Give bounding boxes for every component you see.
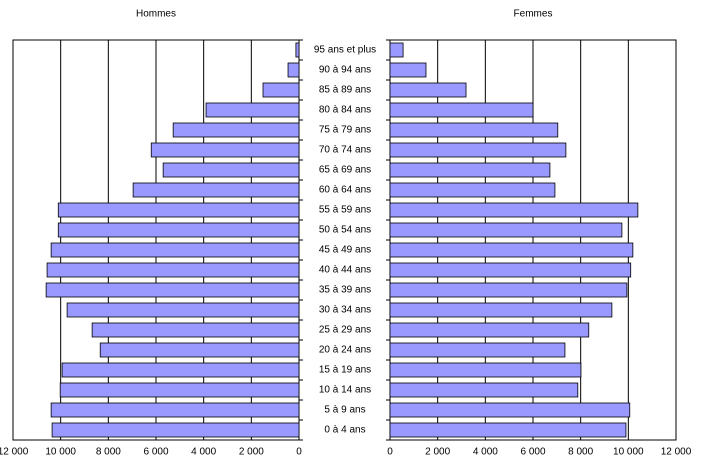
bar — [287, 62, 300, 78]
bar — [91, 322, 300, 338]
bar — [389, 322, 590, 338]
bar — [99, 342, 300, 358]
category-label: 65 à 69 ans — [319, 165, 371, 176]
category-label: 60 à 64 ans — [319, 185, 371, 196]
x-tick-label: 10 000 — [613, 447, 644, 458]
bar — [50, 242, 300, 258]
x-tick-label: 0 — [387, 447, 393, 458]
bar — [172, 122, 300, 138]
bar — [57, 222, 300, 238]
category-label: 95 ans et plus — [314, 45, 376, 56]
category-label: 50 à 54 ans — [319, 225, 371, 236]
bar — [50, 402, 300, 418]
x-tick-label: 8 000 — [96, 447, 121, 458]
category-label: 40 à 44 ans — [319, 265, 371, 276]
x-tick-label: 12 000 — [0, 447, 29, 458]
bar — [61, 362, 300, 378]
bar — [389, 42, 404, 58]
category-label: 20 à 24 ans — [319, 345, 371, 356]
x-tick-label: 8 000 — [568, 447, 593, 458]
category-label: 30 à 34 ans — [319, 305, 371, 316]
bar — [389, 122, 559, 138]
category-label: 85 à 89 ans — [319, 85, 371, 96]
bar — [46, 262, 300, 278]
category-label: 75 à 79 ans — [319, 125, 371, 136]
x-tick-label: 0 — [296, 447, 302, 458]
x-tick-label: 2 000 — [425, 447, 450, 458]
bar — [150, 142, 300, 158]
category-label: 5 à 9 ans — [324, 405, 365, 416]
x-tick-label: 2 000 — [239, 447, 264, 458]
x-tick-label: 6 000 — [143, 447, 168, 458]
x-tick-label: 10 000 — [45, 447, 76, 458]
bar — [262, 82, 300, 98]
x-tick-label: 4 000 — [473, 447, 498, 458]
bar — [205, 102, 300, 118]
bar — [389, 202, 639, 218]
panel-title: Femmes — [514, 9, 553, 20]
x-tick-label: 4 000 — [191, 447, 216, 458]
bar — [389, 102, 534, 118]
category-label: 10 à 14 ans — [319, 385, 371, 396]
bar — [389, 162, 551, 178]
category-label: 25 à 29 ans — [319, 325, 371, 336]
bar — [295, 42, 300, 58]
panel-title: Hommes — [136, 9, 176, 20]
bar — [389, 82, 467, 98]
bar — [389, 282, 628, 298]
bar — [59, 382, 300, 398]
bar — [389, 222, 623, 238]
bar — [162, 162, 300, 178]
bar — [389, 62, 427, 78]
category-label: 15 à 19 ans — [319, 365, 371, 376]
category-label: 80 à 84 ans — [319, 105, 371, 116]
bar — [66, 302, 300, 318]
bar — [389, 362, 582, 378]
category-label: 35 à 39 ans — [319, 285, 371, 296]
x-tick-label: 6 000 — [520, 447, 545, 458]
bar — [132, 182, 300, 198]
category-label: 90 à 94 ans — [319, 65, 371, 76]
x-tick-label: 12 000 — [661, 447, 692, 458]
category-label: 55 à 59 ans — [319, 205, 371, 216]
bar — [389, 382, 579, 398]
bar — [389, 262, 632, 278]
bar — [389, 142, 567, 158]
bar — [389, 182, 556, 198]
bar — [57, 202, 300, 218]
category-label: 70 à 74 ans — [319, 145, 371, 156]
bar — [389, 402, 631, 418]
bar — [389, 422, 627, 438]
bar — [51, 422, 300, 438]
bar — [389, 242, 634, 258]
category-label: 45 à 49 ans — [319, 245, 371, 256]
category-label: 0 à 4 ans — [324, 425, 365, 436]
bar — [389, 342, 566, 358]
bar — [45, 282, 300, 298]
bar — [389, 302, 613, 318]
